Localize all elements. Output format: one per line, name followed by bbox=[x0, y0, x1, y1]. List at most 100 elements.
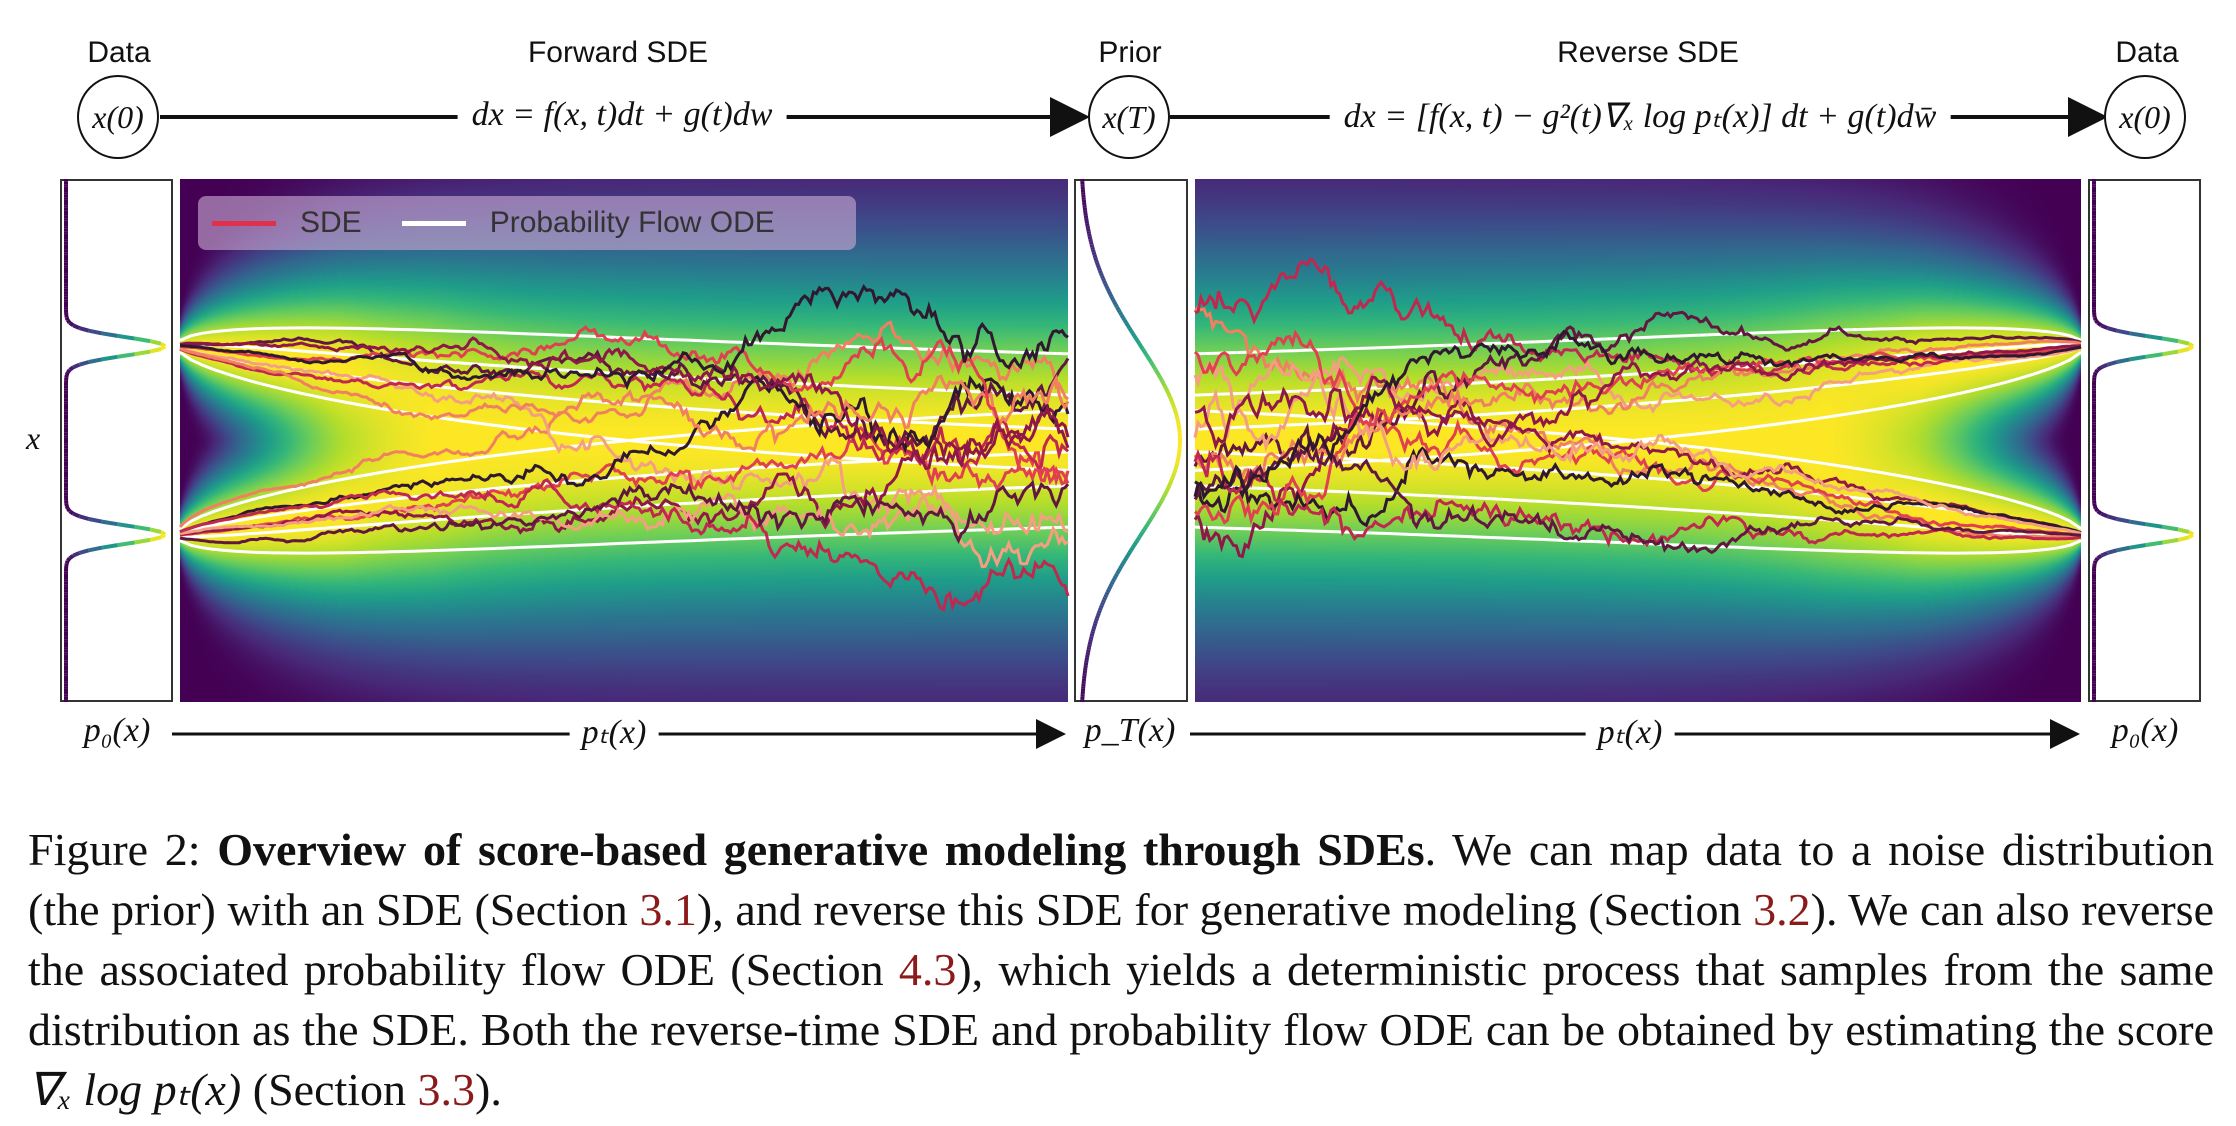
prior-density-curve bbox=[1091, 625, 1097, 630]
ref-section-4-3[interactable]: 4.3 bbox=[898, 944, 957, 995]
prior-density-curve bbox=[1132, 334, 1138, 340]
data-density-curve bbox=[64, 505, 70, 510]
data-density-curve bbox=[2162, 336, 2179, 344]
prior-density-curve bbox=[1115, 306, 1121, 311]
legend-ode-label: Probability Flow ODE bbox=[489, 206, 775, 239]
prior-density-curve bbox=[1096, 264, 1101, 269]
data-density-curve bbox=[134, 336, 151, 344]
data-density-curve bbox=[2100, 511, 2109, 519]
data-density-curve bbox=[66, 368, 72, 374]
prior-density-curve bbox=[1150, 512, 1156, 518]
sde-trajectory bbox=[178, 320, 1070, 528]
ref-section-3-3[interactable]: 3.3 bbox=[417, 1064, 476, 1115]
data-density-curve bbox=[2100, 551, 2109, 558]
prior-density-curve bbox=[1129, 329, 1135, 335]
data-density-curve bbox=[88, 545, 103, 553]
prior-density-curve bbox=[1086, 230, 1092, 235]
data-density-curve bbox=[149, 347, 162, 354]
prior-density-curve bbox=[1149, 360, 1155, 366]
prior-density-curve bbox=[1104, 591, 1110, 596]
prior-density-curve bbox=[1093, 620, 1099, 625]
prior-density-curve bbox=[1134, 538, 1140, 544]
prior-density-curve bbox=[1132, 541, 1138, 547]
prior-density-curve bbox=[1095, 262, 1100, 266]
data-density-curve bbox=[78, 514, 90, 521]
prior-density-curve bbox=[1094, 617, 1099, 622]
sde-trajectory bbox=[1194, 446, 2082, 535]
data-density-curve bbox=[72, 511, 81, 519]
prior-density-curve bbox=[1121, 559, 1127, 565]
data-density-curve bbox=[2129, 331, 2146, 338]
prior-density-curve bbox=[1093, 256, 1099, 261]
caption-text: (Section bbox=[241, 1064, 418, 1115]
data-density-curve bbox=[2100, 362, 2109, 370]
label-data-left: Data bbox=[87, 36, 151, 69]
prior-density-curve bbox=[1086, 649, 1091, 653]
prior-density-curve bbox=[1139, 530, 1145, 536]
prior-density-curve bbox=[1112, 300, 1118, 306]
prior-density-curve bbox=[1122, 557, 1128, 562]
prior-density-curve bbox=[1084, 220, 1090, 224]
prior-density-curve bbox=[1171, 405, 1177, 410]
data-density-curve bbox=[2129, 543, 2146, 550]
prior-density-curve bbox=[1171, 471, 1177, 476]
sde-trajectory bbox=[179, 477, 1070, 613]
prior-density-curve bbox=[1139, 345, 1145, 351]
data-density-curve bbox=[2145, 522, 2163, 529]
prior-density-curve bbox=[1088, 636, 1094, 640]
prior-density-curve bbox=[1086, 228, 1091, 232]
label-pt-forward: pₜ(x) bbox=[569, 712, 659, 752]
prior-density-curve bbox=[1174, 413, 1179, 418]
prior-density-curve bbox=[1091, 628, 1096, 632]
label-pT: p_T(x) bbox=[1072, 712, 1188, 750]
data-density-right bbox=[2088, 179, 2201, 702]
ref-section-3-1[interactable]: 3.1 bbox=[639, 884, 697, 935]
data-density-curve bbox=[2145, 352, 2163, 359]
prior-density-curve bbox=[1101, 277, 1106, 282]
forward-equation: dx = f(x, t)dt + g(t)dw bbox=[457, 96, 787, 134]
caption-text: ), which yields a deterministic process … bbox=[28, 944, 2214, 1055]
prior-density-curve bbox=[1135, 536, 1142, 541]
data-density-curve bbox=[2096, 553, 2103, 560]
data-density-curve bbox=[88, 328, 103, 336]
prior-density-curve bbox=[1130, 332, 1137, 337]
sde-trajectory bbox=[1194, 345, 2082, 526]
data-density-curve bbox=[2092, 505, 2098, 510]
data-density-curve bbox=[2162, 524, 2179, 532]
prior-density-curve bbox=[1084, 657, 1090, 661]
prior-density-curve bbox=[1158, 376, 1164, 382]
data-density-curve bbox=[134, 349, 151, 357]
prior-density-curve bbox=[1164, 489, 1169, 494]
prior-density-curve bbox=[1160, 497, 1165, 502]
prior-density-curve bbox=[1170, 403, 1176, 408]
label-p0-left: p₀(x) bbox=[71, 712, 163, 750]
prior-density-curve bbox=[1144, 523, 1150, 528]
prior-density-curve bbox=[1169, 476, 1175, 481]
data-density-curve bbox=[2096, 365, 2103, 372]
prior-density-curve bbox=[1176, 424, 1182, 428]
legend-sde-label: SDE bbox=[300, 206, 362, 239]
prior-density-curve bbox=[1113, 572, 1119, 578]
prior-density-curve bbox=[1142, 350, 1148, 356]
data-density-curve bbox=[72, 362, 81, 370]
sde-trajectory bbox=[1194, 257, 2082, 378]
prior-density-curve bbox=[1153, 507, 1160, 513]
axis-label-x: x bbox=[26, 420, 41, 456]
data-density-curve bbox=[66, 557, 72, 562]
caption-text: ). We can also reverse the associated pr… bbox=[28, 884, 2214, 995]
ref-section-3-2[interactable]: 3.2 bbox=[1753, 884, 1811, 935]
prior-density-curve bbox=[1162, 491, 1168, 497]
prior-density-curve bbox=[1098, 272, 1104, 277]
prior-density-curve bbox=[1109, 295, 1115, 301]
prior-density-curve bbox=[1087, 644, 1092, 648]
data-density-curve bbox=[149, 535, 162, 542]
prior-density-curve bbox=[1116, 308, 1122, 314]
node-x0-left: x(0) bbox=[77, 75, 159, 159]
data-density-curve bbox=[2096, 509, 2103, 516]
prior-density-curve bbox=[1105, 588, 1111, 594]
prior-density-curve bbox=[1108, 583, 1114, 588]
prior-density-curve bbox=[1141, 347, 1147, 353]
prior-density-curve bbox=[1087, 236, 1093, 240]
prior-density-curve bbox=[1124, 554, 1130, 560]
prior-density-curve bbox=[1085, 651, 1091, 656]
